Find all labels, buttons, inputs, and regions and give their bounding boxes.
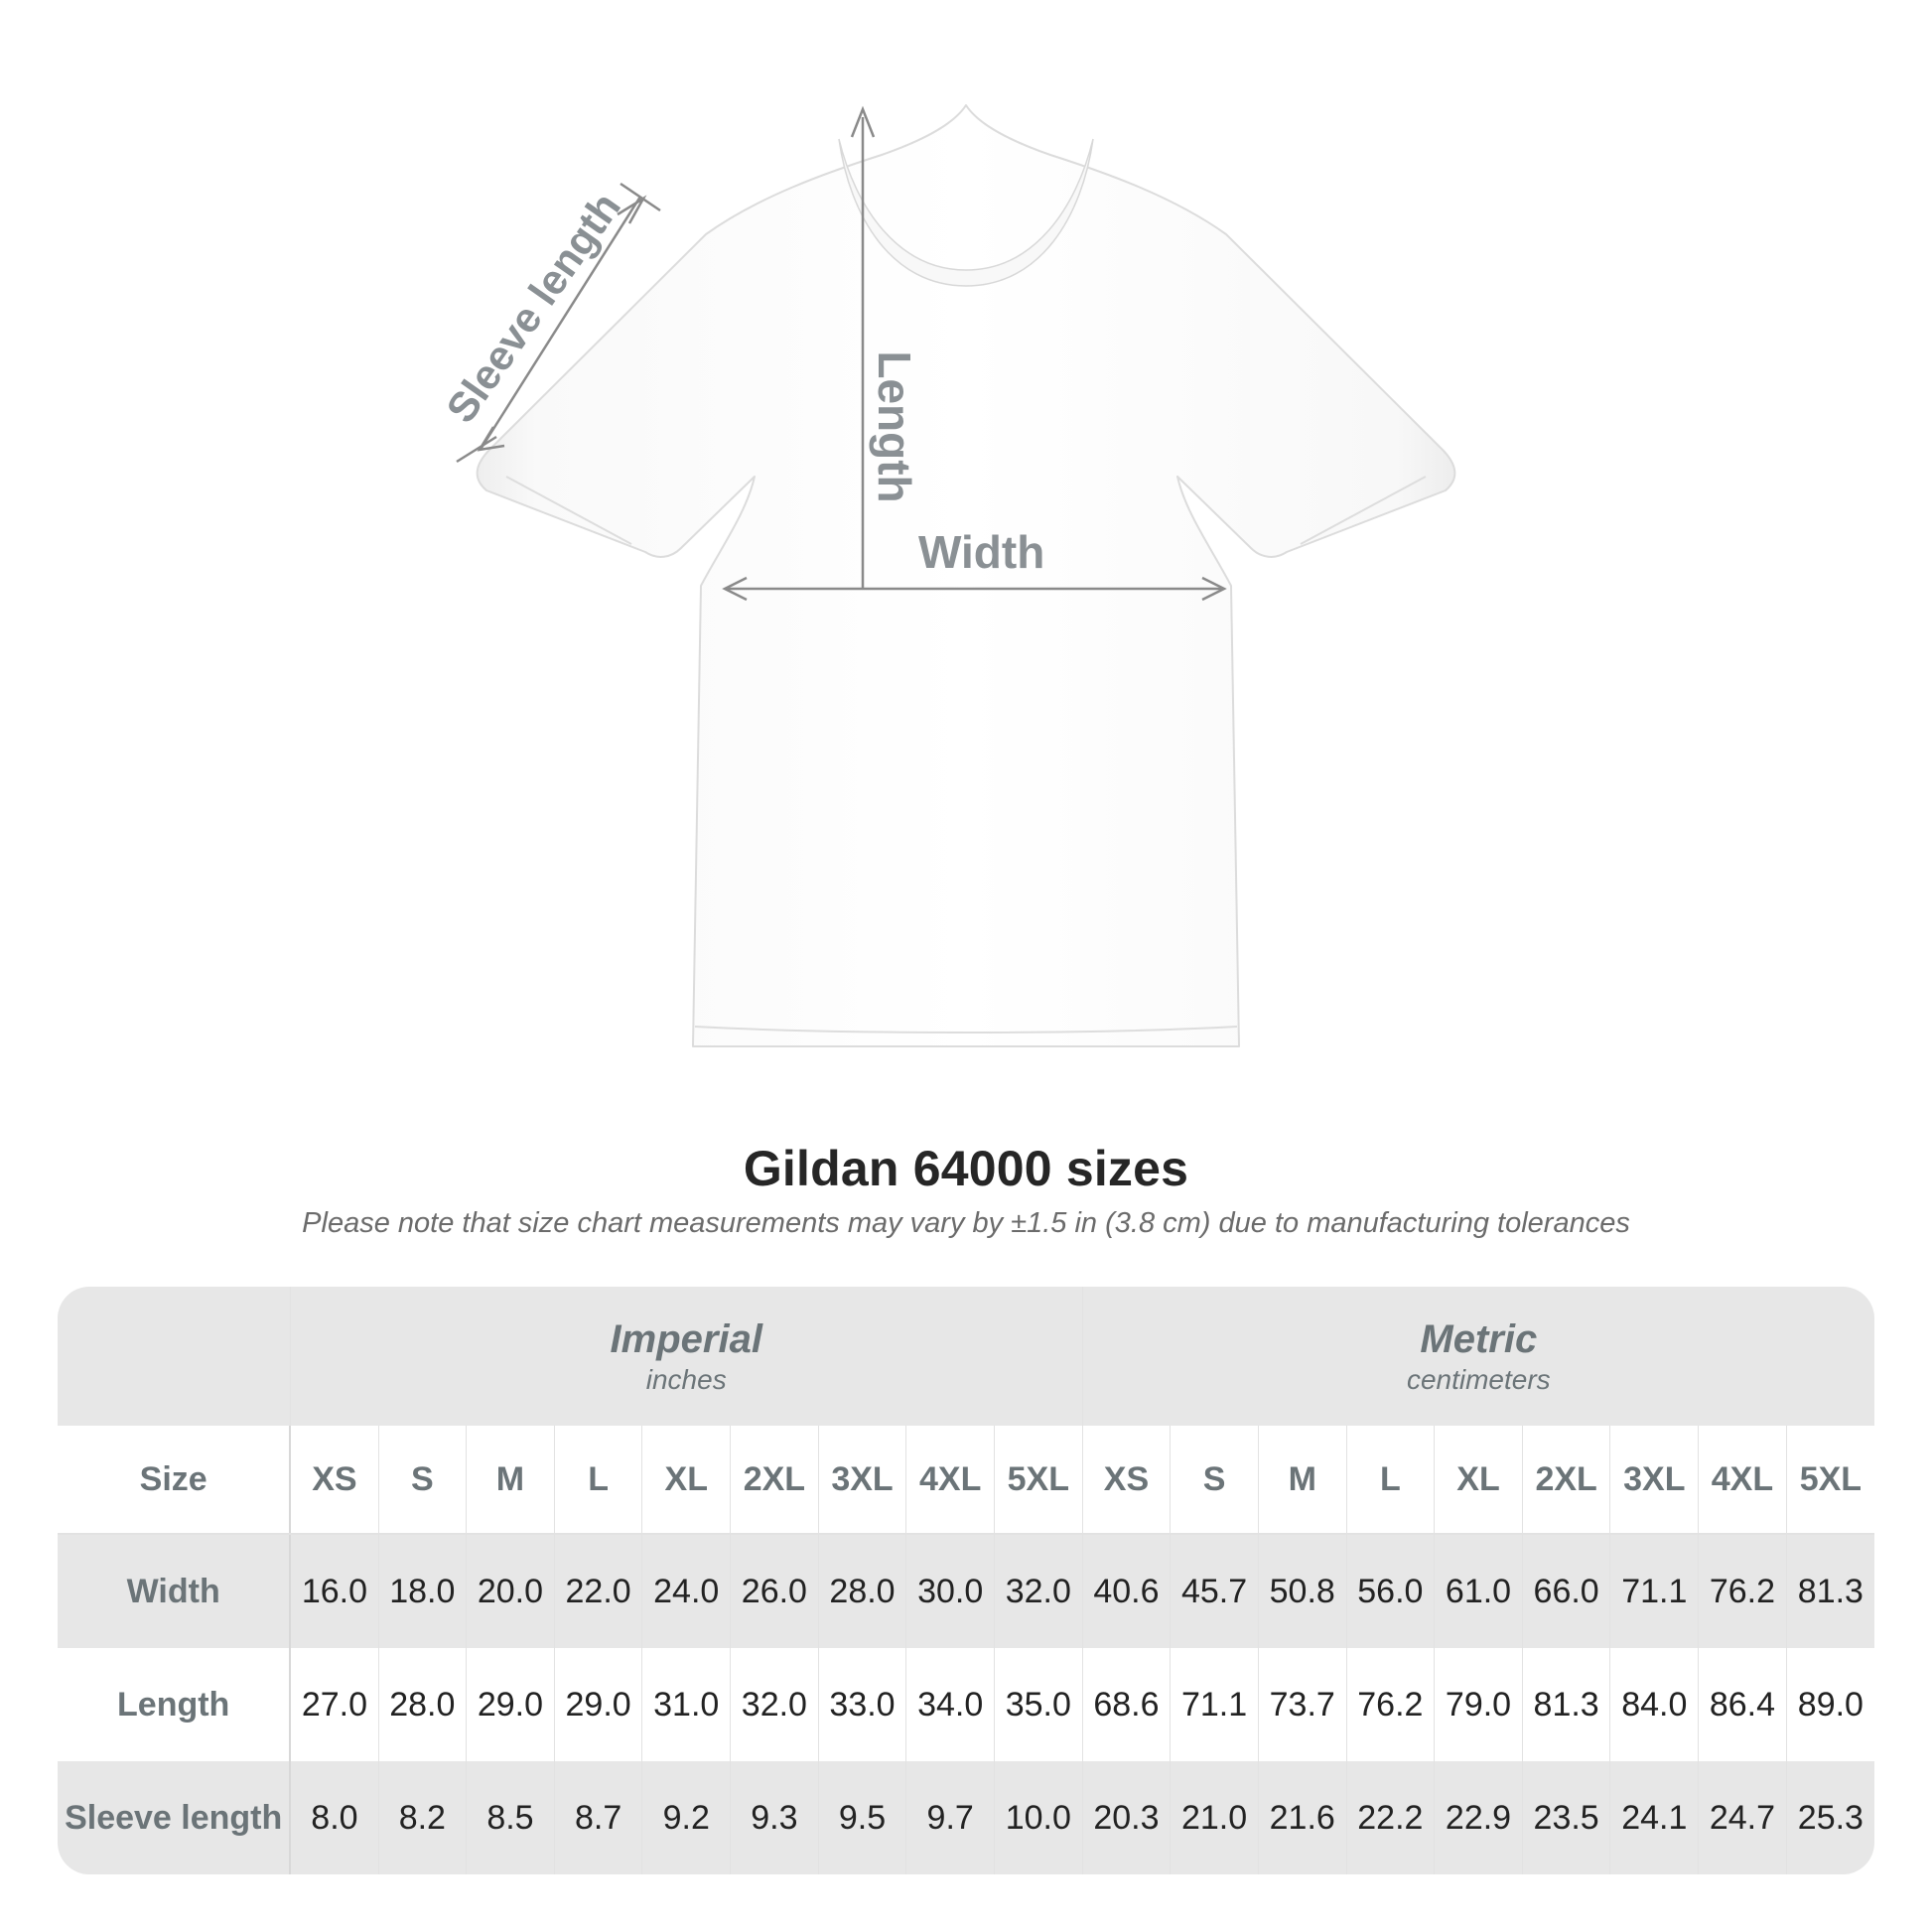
svg-text:Length: Length <box>869 350 920 502</box>
svg-text:Width: Width <box>918 526 1044 578</box>
